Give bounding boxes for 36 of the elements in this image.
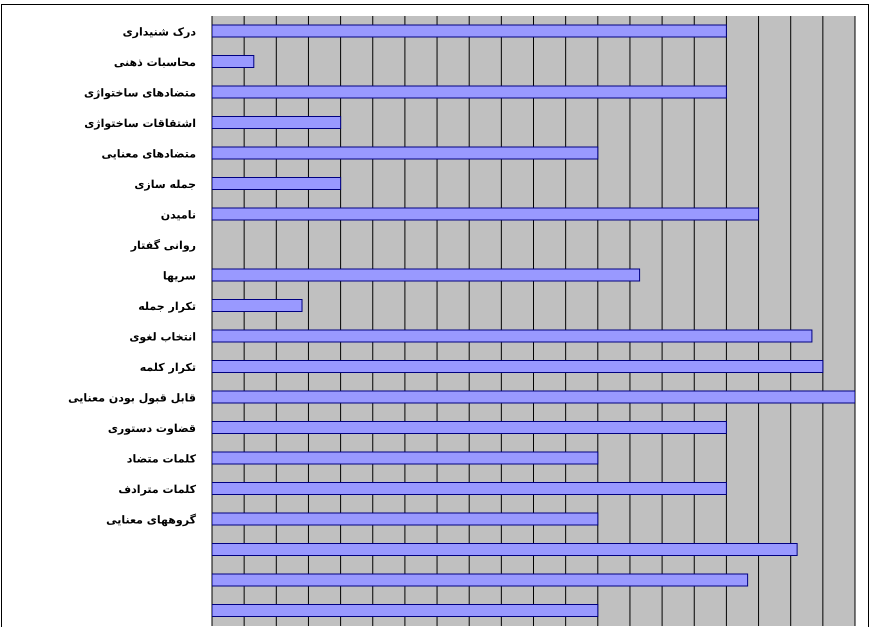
bar (212, 390, 855, 404)
bar (212, 24, 727, 38)
y-tick-label: متضادهای معنایی (102, 147, 196, 160)
bar (212, 146, 598, 160)
y-tick-label: انتخاب لغوی (129, 330, 196, 344)
y-tick-label: روانی گفتار (130, 238, 196, 252)
y-tick-label: تکرار کلمه (140, 360, 196, 374)
bar (212, 604, 598, 617)
bar (212, 116, 342, 129)
y-tick-label: کلمات مترادف (118, 482, 197, 496)
y-tick-label: محاسبات ذهنی (114, 56, 196, 69)
y-tick-label: جمله سازی (134, 178, 196, 191)
y-tick-label: نامیدن (160, 208, 196, 222)
y-tick-label: متضادهای ساختواژی (84, 86, 196, 100)
bar (212, 574, 748, 586)
y-tick-label: اشتقاقات ساختواژی (84, 116, 196, 130)
y-tick-label: درک شنیداری (122, 25, 196, 38)
y-tick-label: گروههای معنایی (106, 513, 197, 526)
bar (212, 421, 727, 434)
bar (212, 452, 598, 464)
bar (212, 543, 798, 556)
y-tick-label: قابل قبول بودن معنایی (68, 391, 196, 404)
y-tick-label: سریها (162, 269, 196, 282)
bar (212, 360, 824, 373)
bar (212, 268, 640, 282)
bar (212, 177, 342, 190)
y-tick-label: قضاوت دستوری (108, 422, 196, 435)
bar (212, 86, 727, 98)
bar (212, 208, 760, 220)
bar (212, 330, 812, 342)
y-tick-label: کلمات متضاد (126, 452, 197, 466)
bar (212, 482, 727, 495)
bar (212, 55, 254, 68)
y-tick-label: تکرار جمله (138, 300, 196, 313)
bar (212, 299, 303, 312)
bar (212, 512, 598, 526)
